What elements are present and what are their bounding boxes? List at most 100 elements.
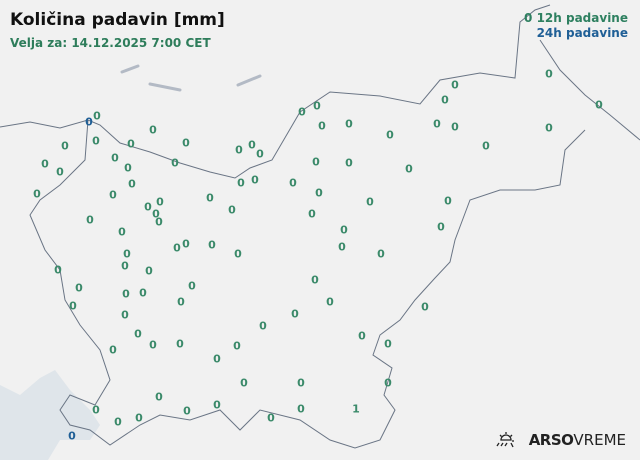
legend-24h: 24h padavine [536, 26, 628, 40]
legend-12h-marker: 0 [524, 11, 533, 25]
station-value: 0 [345, 156, 353, 170]
sun-rain-icon [496, 432, 514, 448]
station-value: 0 [256, 147, 264, 161]
station-value: 0 [121, 259, 129, 273]
station-value: 0 [213, 398, 221, 412]
station-value: 0 [69, 299, 77, 313]
station-value: 0 [155, 390, 163, 404]
station-value: 0 [291, 307, 299, 321]
station-value: 0 [366, 195, 374, 209]
station-value: 0 [235, 143, 243, 157]
station-value: 0 [308, 207, 316, 221]
station-value: 0 [171, 156, 179, 170]
station-value: 0 [41, 157, 49, 171]
brand-logo: ARSOVREME [495, 430, 626, 450]
station-value: 0 [114, 415, 122, 429]
station-value: 0 [312, 155, 320, 169]
station-value: 0 [93, 109, 101, 123]
station-value: 0 [61, 139, 69, 153]
legend-12h-label: 12h padavine [536, 11, 628, 25]
station-value: 0 [451, 78, 459, 92]
station-value: 0 [433, 117, 441, 131]
station-value: 0 [85, 115, 93, 129]
station-value: 0 [267, 411, 275, 425]
station-value: 1 [352, 402, 360, 416]
station-value: 0 [145, 264, 153, 278]
brand-vreme: VREME [573, 431, 626, 449]
station-value: 0 [358, 329, 366, 343]
sea [0, 370, 100, 460]
station-value: 0 [109, 188, 117, 202]
lakes [120, 64, 262, 92]
station-value: 0 [338, 240, 346, 254]
station-value: 0 [298, 105, 306, 119]
legend: 0 12h padavine 24h padavine [524, 11, 628, 41]
legend-12h: 0 12h padavine [524, 11, 628, 26]
station-value: 0 [109, 343, 117, 357]
station-value: 0 [386, 128, 394, 142]
station-value: 0 [315, 186, 323, 200]
station-value: 0 [149, 338, 157, 352]
station-value: 0 [311, 273, 319, 287]
station-value: 0 [318, 119, 326, 133]
station-value: 0 [237, 176, 245, 190]
country-border [0, 4, 640, 449]
station-value: 0 [188, 279, 196, 293]
station-value: 0 [128, 177, 136, 191]
station-value: 0 [56, 165, 64, 179]
station-value: 0 [68, 429, 76, 443]
station-value: 0 [482, 139, 490, 153]
station-value: 0 [289, 176, 297, 190]
station-value: 0 [182, 136, 190, 150]
station-value: 0 [345, 117, 353, 131]
valid-time: Velja za: 14.12.2025 7:00 CET [10, 36, 211, 50]
station-value: 0 [122, 287, 130, 301]
station-value: 0 [182, 237, 190, 251]
station-value: 0 [248, 138, 256, 152]
station-value: 0 [421, 300, 429, 314]
station-value: 0 [176, 337, 184, 351]
station-value: 0 [144, 200, 152, 214]
station-value: 0 [121, 308, 129, 322]
station-value: 0 [228, 203, 236, 217]
station-value: 0 [135, 411, 143, 425]
station-value: 0 [139, 286, 147, 300]
station-value: 0 [118, 225, 126, 239]
station-value: 0 [155, 215, 163, 229]
station-value: 0 [152, 207, 160, 221]
station-value: 0 [441, 93, 449, 107]
brand-text: ARSOVREME [529, 431, 626, 449]
station-value: 0 [384, 376, 392, 390]
station-value: 0 [124, 161, 132, 175]
station-value: 0 [251, 173, 259, 187]
station-value: 0 [54, 263, 62, 277]
station-value: 0 [75, 281, 83, 295]
station-value: 0 [149, 123, 157, 137]
station-value: 0 [111, 151, 119, 165]
station-value: 0 [92, 403, 100, 417]
station-value: 0 [259, 319, 267, 333]
station-value: 0 [206, 191, 214, 205]
station-value: 0 [177, 295, 185, 309]
station-value: 0 [134, 327, 142, 341]
station-value: 0 [451, 120, 459, 134]
page-title: Količina padavin [mm] [10, 10, 225, 30]
station-value: 0 [545, 67, 553, 81]
station-value: 0 [595, 98, 603, 112]
station-value: 0 [377, 247, 385, 261]
station-value: 0 [444, 194, 452, 208]
station-value: 0 [156, 195, 164, 209]
station-value: 0 [233, 339, 241, 353]
station-value: 0 [297, 376, 305, 390]
station-value: 0 [405, 162, 413, 176]
station-value: 0 [213, 352, 221, 366]
station-value: 0 [127, 137, 135, 151]
station-value: 0 [297, 402, 305, 416]
station-value: 0 [384, 337, 392, 351]
station-value: 0 [545, 121, 553, 135]
station-value: 0 [240, 376, 248, 390]
station-value: 0 [234, 247, 242, 261]
station-value: 0 [183, 404, 191, 418]
station-value: 0 [123, 247, 131, 261]
